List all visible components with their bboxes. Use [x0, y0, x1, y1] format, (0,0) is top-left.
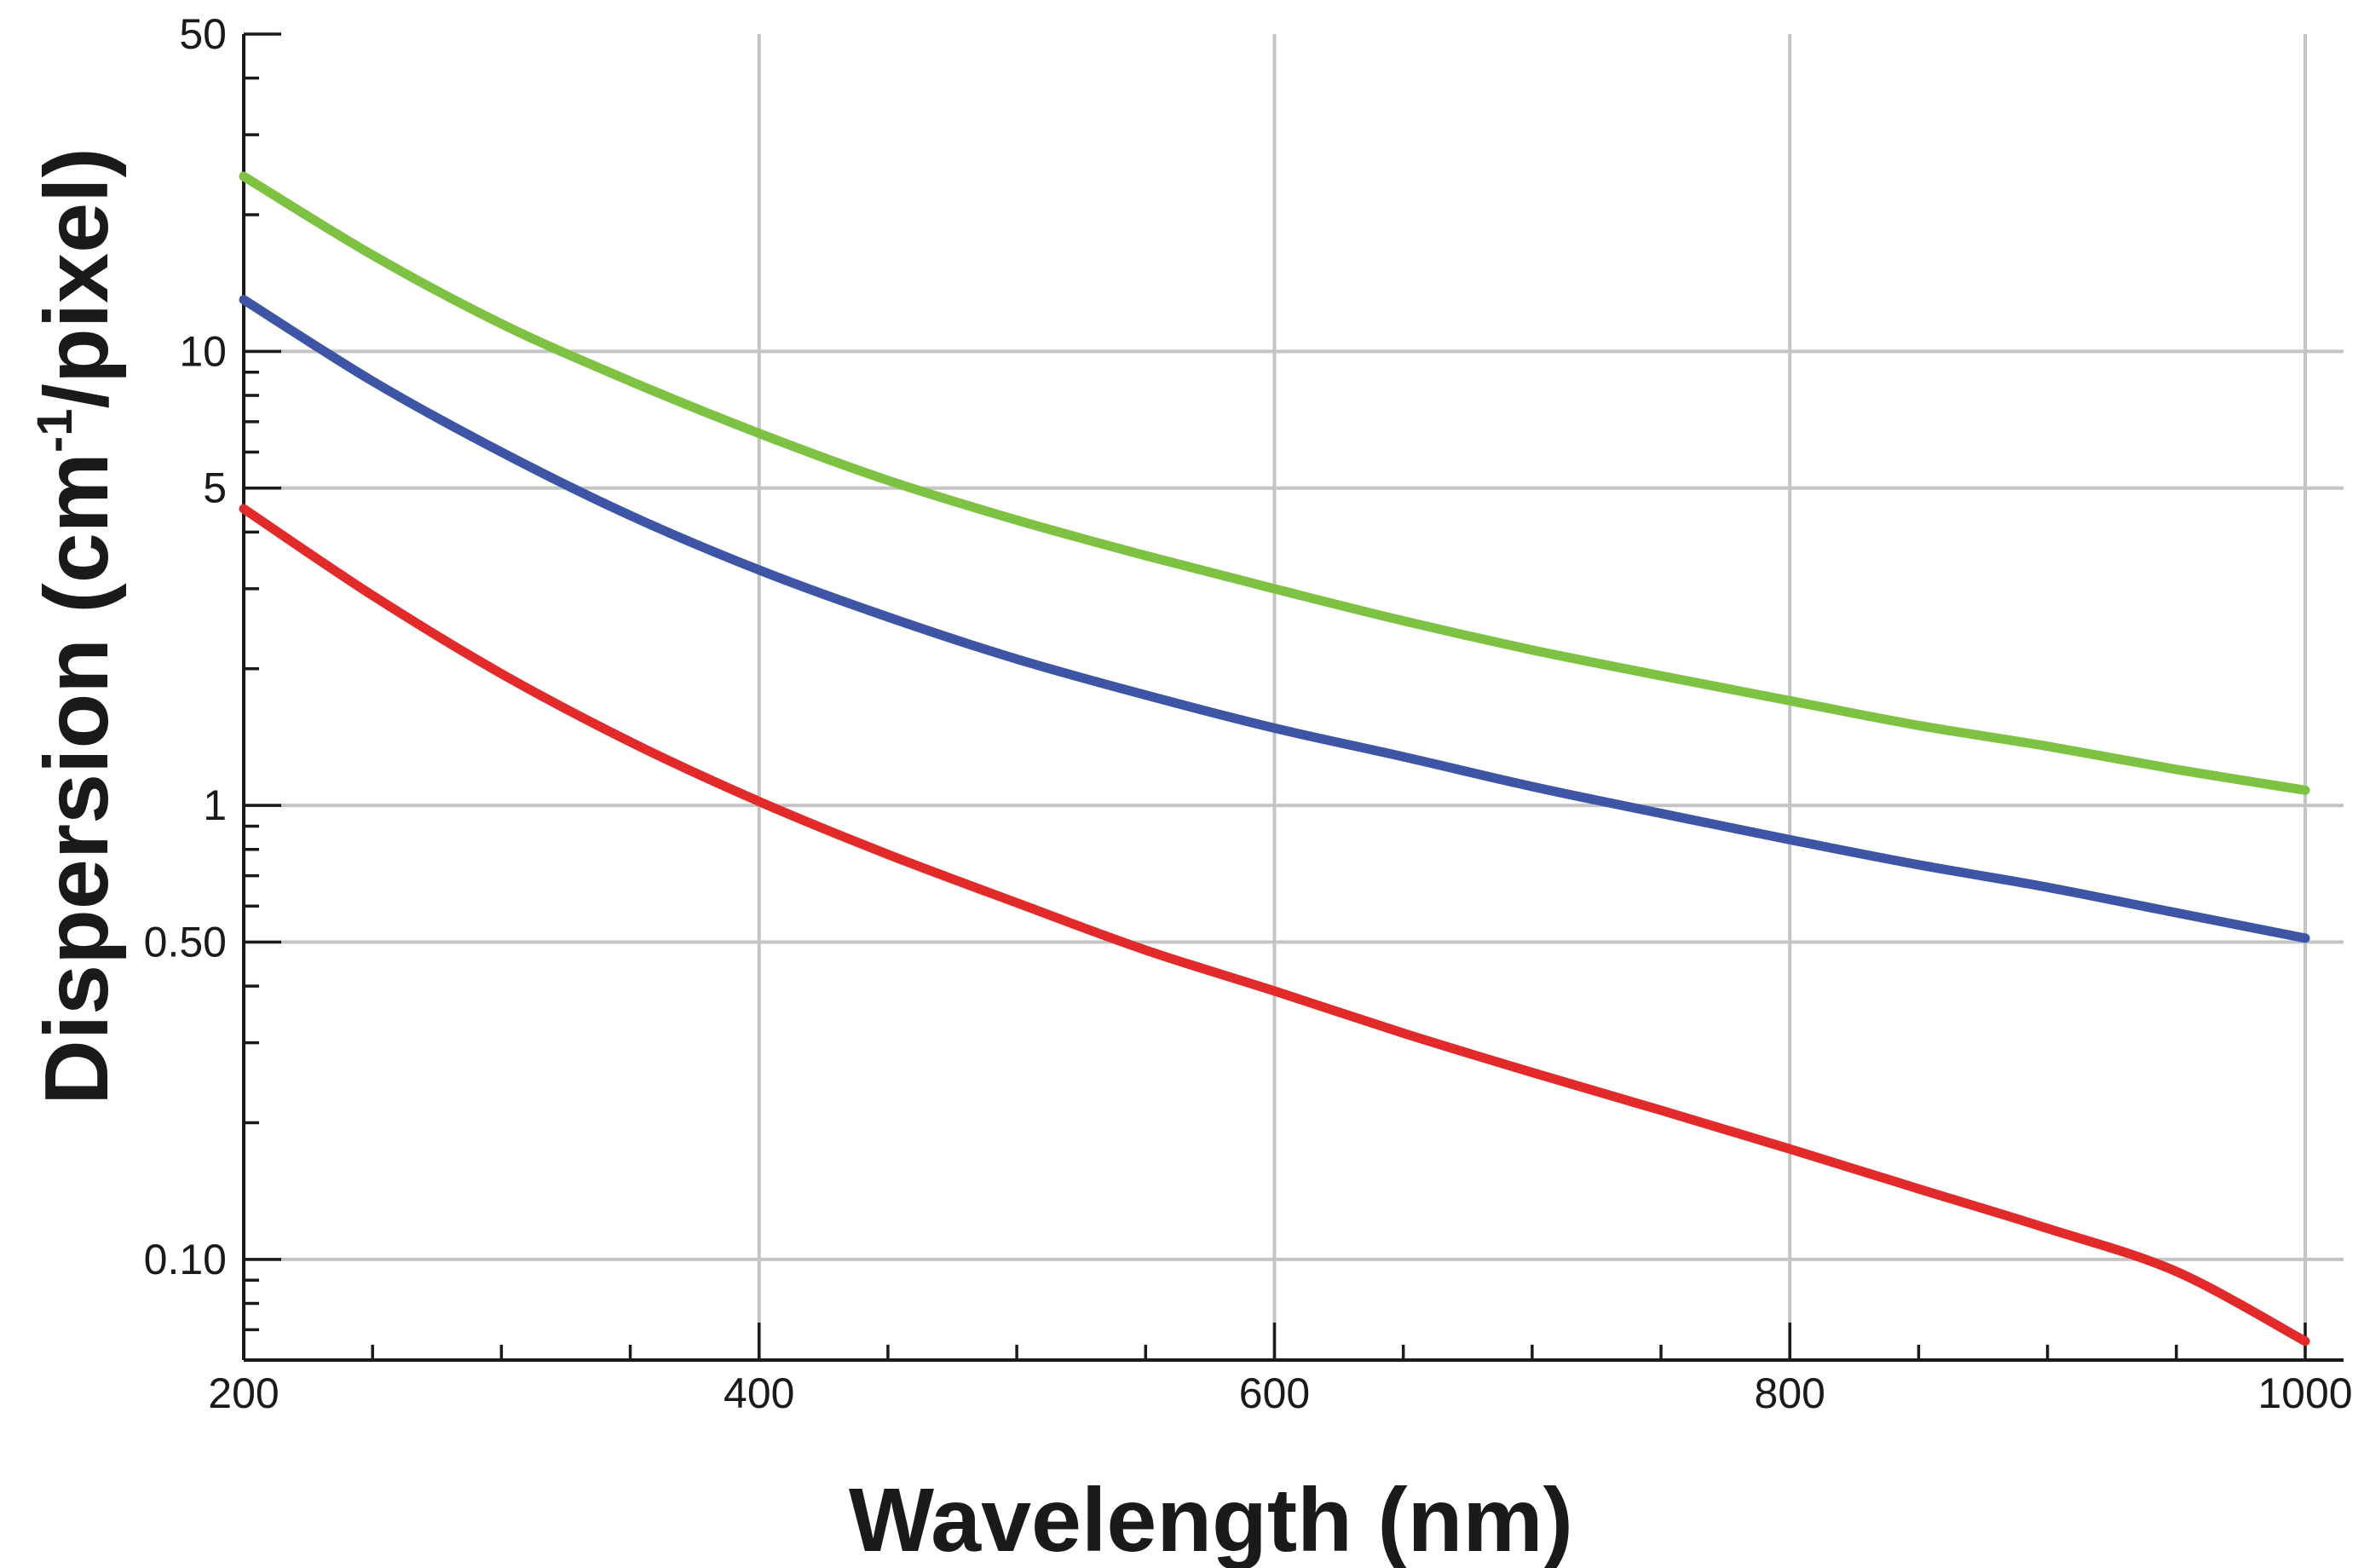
y-tick-label-1: 1: [203, 781, 227, 829]
y-axis-title-superscript: -1: [27, 408, 83, 453]
y-tick-label-0.10: 0.10: [144, 1236, 227, 1283]
axes: [242, 34, 2344, 1362]
x-tick-label-800: 800: [1755, 1369, 1825, 1417]
series-line-green: [239, 171, 2310, 795]
series-line-red: [239, 504, 2310, 1346]
y-tick-label-0.50: 0.50: [144, 918, 227, 966]
y-tick-label-10: 10: [179, 327, 227, 375]
x-tick-label-600: 600: [1239, 1369, 1310, 1417]
series: [239, 171, 2310, 1346]
x-tick-label-200: 200: [208, 1369, 279, 1417]
y-axis-title: Dispersion (cm-1/pixel): [26, 147, 127, 1105]
y-tick-label-50: 50: [179, 10, 227, 58]
tick-labels: 0.10 0.50 1 5 10 50 200 400 600 800 1000: [144, 10, 2353, 1417]
ticks: [242, 32, 2307, 1360]
x-tick-label-400: 400: [724, 1369, 794, 1417]
x-axis-title: Wavelength (nm): [849, 1470, 1573, 1568]
grid: [244, 34, 2344, 1360]
series-line-blue: [239, 295, 2310, 943]
x-tick-label-1000: 1000: [2257, 1369, 2352, 1417]
y-tick-label-5: 5: [203, 464, 227, 512]
y-axis-title-suffix: /pixel): [26, 147, 127, 408]
y-axis-title-main: Dispersion (cm: [26, 453, 127, 1105]
